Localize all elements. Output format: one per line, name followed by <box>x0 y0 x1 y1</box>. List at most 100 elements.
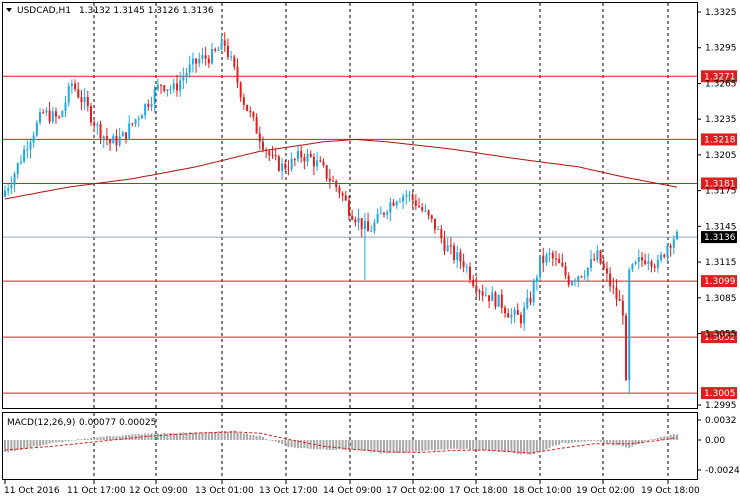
candle-body <box>115 135 118 145</box>
macd-bar <box>347 440 350 450</box>
candle-body <box>507 313 510 318</box>
macd-bar <box>666 436 669 440</box>
candle-body <box>599 250 602 264</box>
macd-bar <box>583 440 586 442</box>
candle-body <box>351 215 354 220</box>
candle-body <box>405 194 408 197</box>
candle-body <box>169 88 172 90</box>
ohlc-values: 1.3132 1.3145 1.3126 1.3136 <box>79 6 214 16</box>
candle-body <box>332 180 335 182</box>
macd-bar <box>510 440 513 453</box>
moving-average <box>4 138 678 200</box>
macd-bar <box>214 431 217 440</box>
candle-body <box>437 229 440 231</box>
candle-body <box>328 178 331 181</box>
candle-body <box>74 83 77 90</box>
macd-bar <box>414 440 417 452</box>
macd-bar <box>287 440 290 447</box>
candle-body <box>513 310 516 315</box>
macd-bar <box>45 440 48 445</box>
x-tick-label: 19 Oct 18:00 <box>641 486 700 496</box>
macd-bar <box>102 436 105 440</box>
candle-body <box>322 161 325 166</box>
candle-body <box>462 261 465 267</box>
candle-body <box>338 187 341 194</box>
candle-body <box>277 156 280 171</box>
macd-y-tick-label: 0.00 <box>705 436 725 446</box>
candle-body <box>214 49 217 51</box>
macd-bar <box>427 440 430 450</box>
candle-body <box>386 212 389 215</box>
x-tick-label: 17 Oct 02:00 <box>386 486 445 496</box>
candle-body <box>570 281 573 285</box>
macd-bar <box>179 432 182 440</box>
candle-body <box>408 194 411 196</box>
macd-bar <box>325 440 328 450</box>
macd-bar <box>64 440 67 442</box>
macd-bar <box>472 440 475 450</box>
macd-bar <box>150 433 153 440</box>
macd-bar <box>188 432 191 440</box>
candle-body <box>551 253 554 259</box>
macd-bar <box>561 440 564 443</box>
candle-body <box>261 141 264 150</box>
macd-bar <box>23 440 26 449</box>
macd-bar <box>182 432 185 440</box>
x-tick-label: 13 Oct 17:00 <box>259 486 318 496</box>
candle-body <box>625 315 628 381</box>
macd-bar <box>370 440 373 453</box>
macd-bar <box>233 430 236 440</box>
level-tag <box>701 177 737 190</box>
macd-bar <box>207 432 210 440</box>
y-tick-label: 1.3145 <box>705 222 737 232</box>
candle-body <box>23 149 26 162</box>
candle-body <box>89 106 92 123</box>
macd-bar <box>542 440 545 451</box>
macd-bar <box>281 440 284 445</box>
macd-y-tick-label: 0.0032 <box>705 416 737 426</box>
macd-bar <box>54 440 57 443</box>
candle-body <box>80 97 83 102</box>
macd-bar <box>500 440 503 452</box>
macd-bar <box>242 433 245 440</box>
macd-bar <box>389 440 392 454</box>
candle-body <box>140 115 143 119</box>
candle-body <box>316 160 319 167</box>
macd-bar <box>172 433 175 440</box>
macd-bar <box>529 440 532 455</box>
candle-body <box>370 231 373 233</box>
ma-line <box>4 138 678 200</box>
macd-bar <box>462 440 465 450</box>
macd-bar <box>156 433 159 440</box>
macd-bar <box>255 435 258 440</box>
candle-body <box>590 259 593 268</box>
candle-body <box>475 285 478 292</box>
macd-bar <box>402 440 405 453</box>
candle-body <box>554 258 557 260</box>
candle-body <box>398 201 401 203</box>
dropdown-triangle-icon[interactable] <box>6 8 12 12</box>
macd-bar <box>121 435 124 440</box>
macd-bar <box>105 436 108 440</box>
macd-bar <box>532 440 535 454</box>
candle-body <box>367 221 370 232</box>
macd-bar <box>335 440 338 450</box>
macd-bar <box>258 435 261 440</box>
macd-bar <box>468 440 471 451</box>
macd-bar <box>128 434 131 440</box>
candle-body <box>609 273 612 287</box>
macd-bar <box>42 440 45 445</box>
macd-bar <box>545 440 548 450</box>
candle-body <box>134 119 137 124</box>
candle-body <box>281 163 284 171</box>
macd-bar <box>392 440 395 453</box>
candle-body <box>558 258 561 263</box>
macd-bar <box>341 440 344 450</box>
candle-body <box>621 300 624 316</box>
candle-body <box>175 83 178 91</box>
candle-body <box>4 190 6 197</box>
candle-body <box>137 118 140 120</box>
macd-bar <box>268 439 271 441</box>
macd-bar <box>160 433 163 440</box>
